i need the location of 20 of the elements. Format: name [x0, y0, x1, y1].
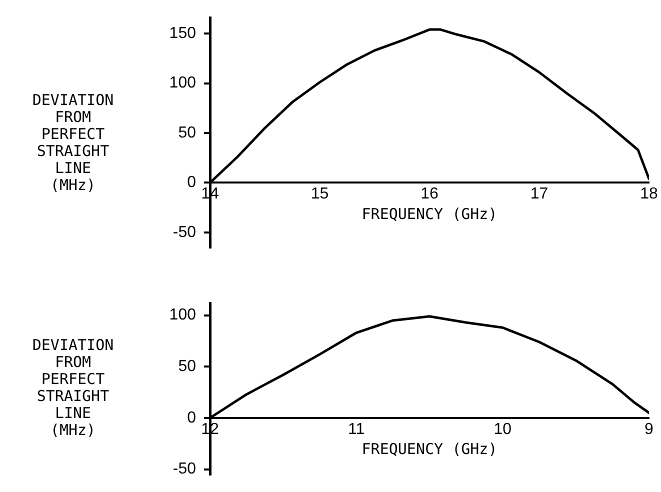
x-axis-title: FREQUENCY (GHz) [362, 440, 498, 458]
y-axis-title: DEVIATION FROM PERFECT STRAIGHT LINE (MHz) [31, 91, 115, 194]
y-tick-label: 150 [169, 24, 196, 42]
y-tick-label: 100 [169, 74, 196, 92]
y-tick-label: 50 [178, 124, 196, 142]
y-tick-label: 0 [187, 409, 196, 426]
x-axis-title: FREQUENCY (GHz) [362, 204, 498, 223]
y-tick-label: -50 [172, 460, 196, 478]
x-tick-label: 9 [644, 420, 654, 438]
y-axis-title: DEVIATION FROM PERFECT STRAIGHT LINE (MHz) [31, 336, 115, 439]
x-tick-label: 17 [530, 186, 548, 203]
x-tick-label: 18 [640, 186, 658, 203]
x-tick-label: 16 [420, 186, 438, 203]
x-tick-label: 10 [494, 420, 512, 438]
x-tick-label: 15 [310, 186, 329, 203]
y-tick-label: -50 [172, 224, 196, 241]
x-tick-label: 11 [348, 420, 365, 438]
y-tick-label: 50 [178, 358, 196, 376]
y-tick-label: 0 [187, 174, 196, 192]
y-tick-label: 100 [169, 306, 196, 324]
